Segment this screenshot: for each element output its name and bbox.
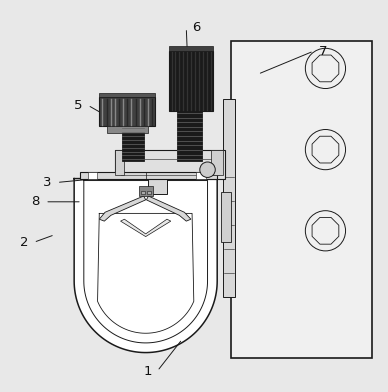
Bar (139, 186, 152, 196)
Polygon shape (121, 219, 171, 237)
Bar (223, 99, 235, 296)
Text: 5: 5 (74, 99, 82, 112)
Bar (169, 46, 213, 51)
Bar (211, 150, 223, 175)
Bar (196, 172, 206, 179)
Bar (231, 41, 372, 358)
Bar (88, 172, 97, 179)
Circle shape (305, 48, 346, 89)
Circle shape (305, 129, 346, 170)
Polygon shape (312, 218, 339, 244)
Polygon shape (74, 179, 217, 352)
Text: 2: 2 (20, 236, 28, 249)
Bar (147, 191, 151, 194)
Polygon shape (312, 55, 339, 82)
Bar (107, 126, 147, 133)
Bar (115, 150, 125, 175)
Bar (121, 159, 219, 175)
Circle shape (200, 162, 215, 178)
Circle shape (305, 211, 346, 251)
Bar (123, 126, 144, 161)
Polygon shape (99, 196, 146, 221)
Bar (140, 191, 144, 194)
Bar (147, 177, 167, 194)
Bar (115, 150, 225, 179)
Text: 3: 3 (43, 176, 51, 189)
Bar (177, 111, 202, 161)
Text: 1: 1 (143, 365, 152, 377)
Text: 7: 7 (319, 45, 328, 58)
Polygon shape (146, 196, 191, 221)
Bar (169, 51, 213, 111)
Bar (221, 192, 231, 242)
Bar (99, 93, 155, 98)
Bar (99, 98, 155, 126)
Bar (80, 172, 217, 180)
Text: 6: 6 (192, 21, 200, 34)
Polygon shape (312, 136, 339, 163)
Text: 8: 8 (31, 195, 40, 208)
